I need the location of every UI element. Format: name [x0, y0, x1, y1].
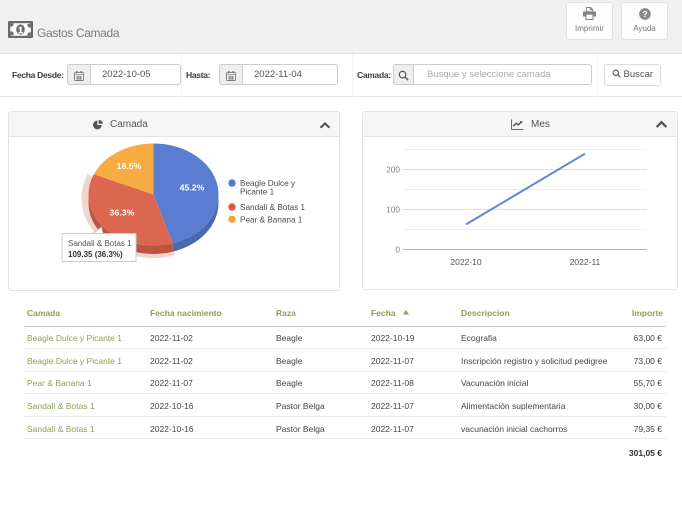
svg-text:109.35 (36.3%): 109.35 (36.3%)	[68, 250, 123, 259]
svg-text:2022-10: 2022-10	[450, 257, 481, 267]
svg-text:Sandali & Botas 1: Sandali & Botas 1	[68, 239, 132, 248]
svg-text:Sandali & Botas 1: Sandali & Botas 1	[240, 203, 306, 212]
svg-text:0: 0	[395, 245, 400, 255]
svg-text:100: 100	[386, 205, 400, 215]
svg-text:Beagle Dulce y: Beagle Dulce y	[240, 179, 296, 188]
svg-text:200: 200	[386, 165, 400, 175]
svg-text:Pear & Banana 1: Pear & Banana 1	[240, 215, 303, 224]
svg-text:36.3%: 36.3%	[110, 208, 135, 218]
svg-text:45.2%: 45.2%	[180, 183, 205, 193]
svg-text:18.5%: 18.5%	[117, 161, 142, 171]
svg-text:2022-11: 2022-11	[570, 257, 601, 267]
svg-text:?: ?	[642, 9, 647, 19]
svg-text:Picante 1: Picante 1	[240, 188, 275, 197]
